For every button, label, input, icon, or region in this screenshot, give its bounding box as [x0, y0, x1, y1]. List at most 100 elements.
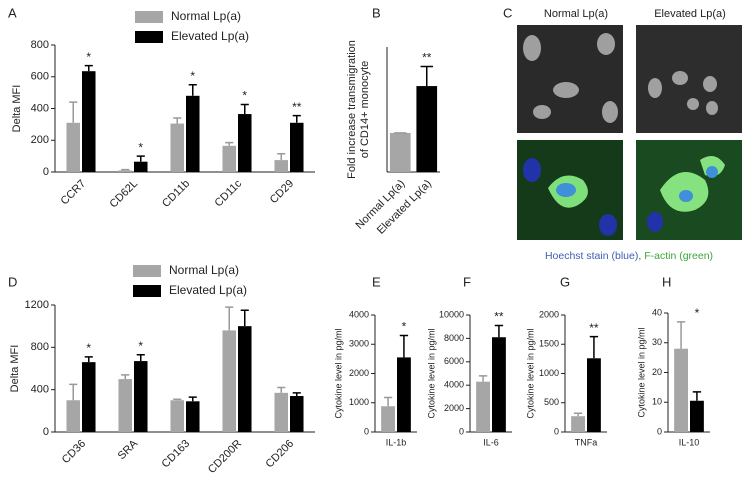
y-tick-label: 2000	[444, 403, 464, 413]
y-axis-label: Cytokine level in pg/ml	[333, 328, 343, 418]
x-tick-label: CD62L	[107, 178, 140, 211]
y-tick-label: 0	[657, 426, 662, 436]
y-tick-label: 0	[554, 426, 559, 436]
error-bar	[188, 83, 197, 96]
x-tick-label: CD11c	[212, 177, 244, 209]
bar	[397, 357, 411, 432]
y-tick-label: 200	[31, 134, 49, 146]
legend-swatch	[133, 265, 161, 277]
y-axis-label: of CD14+ monocyte	[359, 61, 371, 159]
x-tick-label: IL-10	[679, 437, 700, 447]
image-label: Elevated Lp(a)	[654, 8, 726, 20]
y-tick-label: 0	[364, 426, 369, 436]
error-bar	[420, 65, 433, 87]
panel-letter: E	[372, 274, 381, 289]
error-bar	[225, 141, 234, 146]
bar	[389, 132, 411, 172]
significance: *	[138, 339, 143, 353]
y-tick-label: 2000	[349, 368, 369, 378]
significance: **	[589, 321, 599, 335]
legend-label: Elevated Lp(a)	[169, 283, 247, 297]
y-tick-label: 1000	[539, 368, 559, 378]
significance: **	[422, 51, 432, 65]
image-label: Normal Lp(a)	[544, 8, 608, 20]
x-tick-label: SRA	[116, 437, 141, 462]
bar	[571, 416, 585, 432]
panel-letter: H	[662, 274, 671, 289]
bar	[82, 362, 96, 432]
x-tick-label: IL-6	[483, 437, 499, 447]
error-bar	[292, 114, 301, 123]
y-tick-label: 40	[652, 307, 662, 317]
legend-swatch	[133, 285, 161, 297]
error-bar	[692, 391, 702, 401]
error-bar	[676, 321, 686, 349]
bar	[186, 401, 200, 432]
bar	[674, 348, 688, 432]
bar	[290, 396, 304, 432]
bar	[381, 406, 395, 432]
x-tick-label: CD11b	[160, 178, 192, 210]
y-tick-label: 400	[31, 102, 49, 114]
bar	[416, 86, 438, 172]
bar	[690, 400, 704, 432]
y-tick-label: 0	[43, 426, 49, 438]
x-tick-label: CD200R	[206, 438, 244, 476]
significance: **	[292, 100, 302, 114]
bar	[238, 326, 252, 432]
error-bar	[173, 398, 182, 401]
legend-swatch	[135, 11, 163, 23]
error-bar	[383, 396, 393, 407]
significance: **	[494, 310, 504, 324]
error-bar	[121, 374, 130, 380]
caption: Hoechst stain (blue), F-actin (green)	[545, 250, 713, 262]
bar	[134, 361, 148, 432]
error-bar	[589, 335, 599, 359]
legend-label: Normal Lp(a)	[169, 263, 239, 277]
y-tick-label: 6000	[444, 356, 464, 366]
bar	[170, 400, 184, 432]
significance: *	[695, 306, 700, 320]
legend-label: Elevated Lp(a)	[171, 29, 249, 43]
error-bar	[84, 64, 93, 72]
panel-letter: G	[560, 274, 570, 289]
bar	[290, 122, 304, 172]
error-bar	[225, 306, 234, 331]
x-tick-label: CD36	[60, 438, 88, 466]
x-tick-label: IL-1b	[386, 437, 407, 447]
bar	[274, 160, 288, 172]
significance: *	[402, 320, 407, 334]
caption-part: Hoechst stain (blue)	[545, 250, 638, 262]
significance: *	[86, 341, 91, 355]
y-tick-label: 10	[652, 397, 662, 407]
y-tick-label: 1500	[539, 339, 559, 349]
y-tick-label: 500	[544, 397, 559, 407]
error-bar	[240, 309, 249, 327]
error-bar	[277, 152, 286, 161]
bar	[66, 122, 80, 172]
y-tick-label: 400	[31, 384, 49, 396]
error-bar	[84, 356, 93, 363]
x-tick-label: CD206	[263, 438, 296, 471]
significance: *	[242, 89, 247, 103]
y-tick-label: 20	[652, 367, 662, 377]
error-bar	[478, 375, 488, 382]
error-bar	[277, 386, 286, 393]
bar	[238, 114, 252, 172]
x-tick-label: CCR7	[59, 178, 89, 208]
bar	[170, 123, 184, 172]
bar	[222, 330, 236, 432]
bar	[222, 145, 236, 172]
y-tick-label: 800	[31, 341, 49, 353]
panel-letter: B	[372, 5, 381, 20]
y-tick-label: 3000	[349, 339, 369, 349]
y-axis-label: Cytokine level in pg/ml	[426, 328, 436, 418]
micrograph	[636, 25, 742, 133]
error-bar	[188, 396, 197, 402]
error-bar	[399, 334, 409, 358]
y-axis-label: Cytokine level in pg/ml	[525, 328, 535, 418]
x-tick-label: CD29	[268, 178, 296, 206]
y-axis-label: Fold increase transmigration	[346, 40, 358, 179]
y-axis-label: Cytokine level in pg/ml	[636, 327, 646, 417]
bar	[492, 337, 506, 432]
